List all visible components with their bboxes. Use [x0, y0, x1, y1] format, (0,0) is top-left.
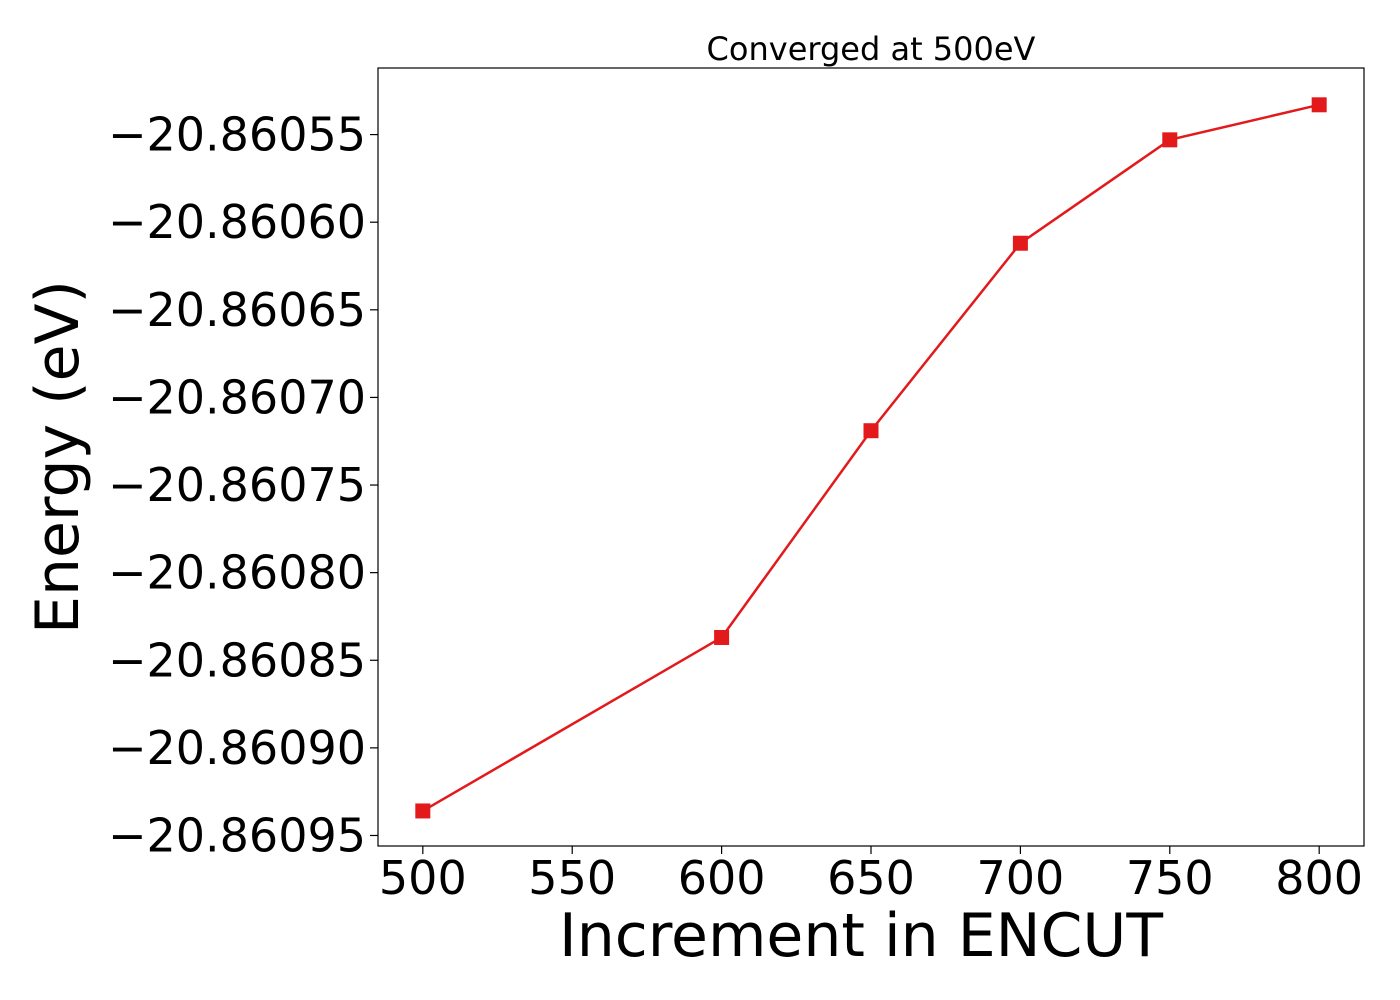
data-point — [714, 629, 730, 645]
y-tick-label: −20.86070 — [108, 370, 366, 424]
y-tick-label: −20.86075 — [108, 458, 366, 512]
y-axis-label: Energy (eV) — [23, 280, 93, 634]
y-tick-label: −20.86065 — [108, 283, 366, 337]
series-group — [415, 97, 1327, 819]
series-line — [422, 103, 1320, 813]
x-axis-label: Increment in ENCUT — [559, 901, 1163, 971]
data-point — [1162, 132, 1178, 148]
x-tick-label: 700 — [976, 851, 1064, 905]
x-tick-label: 500 — [379, 851, 467, 905]
y-axis: −20.86055 −20.86060 −20.86065 −20.86070 −20.… — [108, 108, 378, 862]
x-tick-label: 600 — [678, 851, 766, 905]
x-tick-label: 550 — [528, 851, 616, 905]
x-tick-label: 650 — [827, 851, 915, 905]
data-point — [863, 423, 879, 439]
y-tick-label: −20.86090 — [108, 721, 366, 775]
y-tick-label: −20.86080 — [108, 546, 366, 600]
plot-area — [377, 67, 1365, 847]
y-tick-label: −20.86095 — [108, 808, 366, 862]
data-point — [1311, 97, 1327, 113]
x-axis: 500 550 600 650 700 750 800 — [379, 846, 1363, 905]
x-tick-label: 800 — [1275, 851, 1363, 905]
x-tick-label: 750 — [1126, 851, 1214, 905]
data-point — [415, 803, 431, 819]
y-tick-label: −20.86055 — [108, 108, 366, 162]
y-tick-label: −20.86085 — [108, 633, 366, 687]
chart-title: Converged at 500eV — [707, 30, 1036, 68]
data-point — [1012, 235, 1028, 251]
y-tick-label: −20.86060 — [108, 195, 366, 249]
